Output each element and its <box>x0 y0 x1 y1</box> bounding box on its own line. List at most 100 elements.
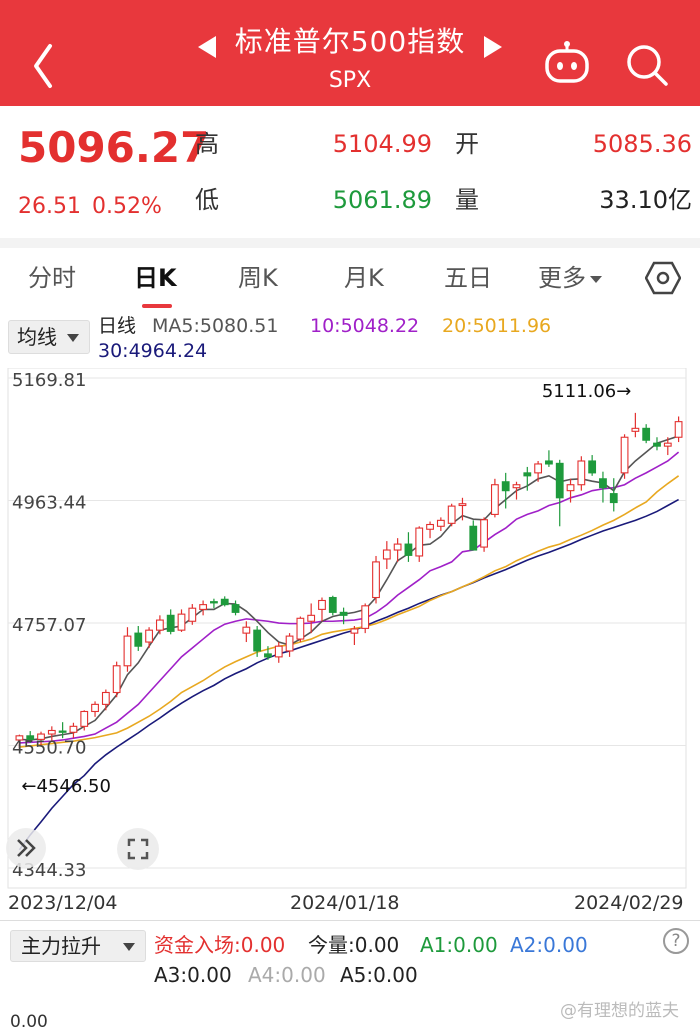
candle-body <box>501 481 510 492</box>
ma-selector-label: 均线 <box>17 325 57 349</box>
candle-body <box>555 462 564 499</box>
candle-body <box>653 442 661 447</box>
tab-more-label: 更多 <box>538 264 586 292</box>
low-label: 低 <box>195 186 219 214</box>
candle-body <box>480 519 488 548</box>
candle-body <box>674 421 683 438</box>
triangle-right-icon[interactable] <box>484 36 502 58</box>
fullscreen-icon <box>127 838 149 860</box>
price-change-pct: 0.52% <box>92 194 162 219</box>
candle-body <box>350 628 359 634</box>
ma10-value: 10:5048.22 <box>310 315 420 337</box>
tab-intraday[interactable]: 分时 <box>28 264 76 292</box>
candle-body <box>274 645 283 658</box>
tab-daily-k[interactable]: 日K <box>134 264 177 292</box>
tab-five-day[interactable]: 五日 <box>444 264 492 292</box>
x-axis: 2023/12/04 2024/01/18 2024/02/29 <box>0 890 700 920</box>
search-icon[interactable] <box>624 42 670 88</box>
triangle-left-icon[interactable] <box>198 36 216 58</box>
candle-body <box>242 626 251 634</box>
candlestick-chart[interactable]: 5169.814963.444757.074550.704344.335111.… <box>0 368 700 890</box>
a5-value: A5:0.00 <box>340 963 418 987</box>
open-label: 开 <box>455 130 479 158</box>
ma20-value: 20:5011.96 <box>442 315 552 337</box>
candle-body <box>577 460 586 486</box>
watermark: @有理想的蓝夫 <box>560 1001 679 1021</box>
a4-value: A4:0.00 <box>248 963 326 987</box>
kline-label: 日线 <box>98 315 137 337</box>
candle-body <box>26 735 35 740</box>
y-tick-label: 4757.07 <box>12 615 86 636</box>
indicator-selector-button[interactable]: 主力拉升 <box>10 930 146 962</box>
caret-down-icon <box>590 275 602 283</box>
quote-panel: 5096.27 26.51 0.52% 高 5104.99 开 5085.36 … <box>0 106 700 238</box>
candle-body <box>285 635 294 652</box>
x-tick-label: 2024/01/18 <box>290 892 400 914</box>
title-block: 标准普尔500指数 SPX <box>195 22 505 102</box>
ma-legend-row: 均线 日线 MA5:5080.51 10:5048.22 20:5011.96 … <box>0 312 700 368</box>
active-tab-indicator <box>142 304 172 308</box>
open-value: 5085.36 <box>592 130 692 158</box>
a3-value: A3:0.00 <box>154 963 232 987</box>
candle-body <box>47 729 56 735</box>
candle-body <box>37 733 45 740</box>
candle-body <box>328 596 337 613</box>
current-price: 5096.27 <box>18 123 210 172</box>
high-label: 高 <box>195 130 219 158</box>
ma30-line <box>18 498 679 851</box>
candle-body <box>296 617 305 640</box>
candle-body <box>642 427 651 441</box>
candle-body <box>91 703 99 713</box>
candle-body <box>220 598 229 606</box>
candle-body <box>307 614 316 622</box>
candle-body <box>372 561 380 599</box>
robot-icon[interactable] <box>542 40 592 86</box>
tab-monthly-k[interactable]: 月K <box>344 264 384 292</box>
candle-body <box>80 710 89 727</box>
candle-body <box>415 527 424 557</box>
candle-body <box>458 503 467 507</box>
x-tick-label: 2024/02/29 <box>574 892 684 914</box>
ma5-line <box>19 435 679 741</box>
candle-body <box>599 478 607 489</box>
tab-more[interactable]: 更多 <box>538 262 602 294</box>
chevron-left-icon[interactable] <box>22 36 66 96</box>
tab-weekly-k[interactable]: 周K <box>238 264 278 292</box>
high-value: 5104.99 <box>332 130 432 158</box>
candle-body <box>534 463 543 474</box>
ma10-line <box>19 451 680 744</box>
candle-body <box>609 493 618 504</box>
y-tick-label: 4963.44 <box>12 493 86 514</box>
page-subtitle: SPX <box>328 68 372 93</box>
candle-body <box>447 505 456 524</box>
candle-body <box>469 525 478 551</box>
candle-body <box>523 472 532 477</box>
candle-body <box>210 601 218 604</box>
candle-body <box>393 543 402 551</box>
a1-value: A1:0.00 <box>420 933 498 957</box>
double-chevron-left-icon <box>17 839 36 857</box>
caret-down-icon <box>67 334 79 342</box>
candle-body <box>69 725 78 733</box>
hexagon-settings-icon[interactable] <box>645 260 681 296</box>
candle-body <box>188 607 197 622</box>
ma-selector-button[interactable]: 均线 <box>8 320 90 354</box>
candle-body <box>566 484 575 492</box>
help-icon[interactable]: ? <box>663 928 689 954</box>
ma5-value: MA5:5080.51 <box>152 315 279 337</box>
candle-body <box>631 427 640 432</box>
candle-body <box>620 436 629 474</box>
fund-entry-value: 资金入场:0.00 <box>154 933 286 957</box>
candle-body <box>145 629 153 643</box>
page-title: 标准普尔500指数 <box>234 25 466 58</box>
x-tick-label: 2023/12/04 <box>8 892 118 914</box>
fullscreen-button[interactable] <box>117 828 159 870</box>
scroll-left-button[interactable] <box>6 828 46 868</box>
indicator-axis-value: 0.00 <box>10 1012 48 1027</box>
candle-body <box>361 605 370 629</box>
today-volume-value: 今量:0.00 <box>308 933 400 957</box>
low-value: 5061.89 <box>332 186 432 214</box>
indicator-panel: 主力拉升 资金入场:0.00 今量:0.00 A1:0.00 A2:0.00 A… <box>0 926 700 1026</box>
candle-body <box>588 460 597 474</box>
indicator-selector-label: 主力拉升 <box>21 934 101 958</box>
